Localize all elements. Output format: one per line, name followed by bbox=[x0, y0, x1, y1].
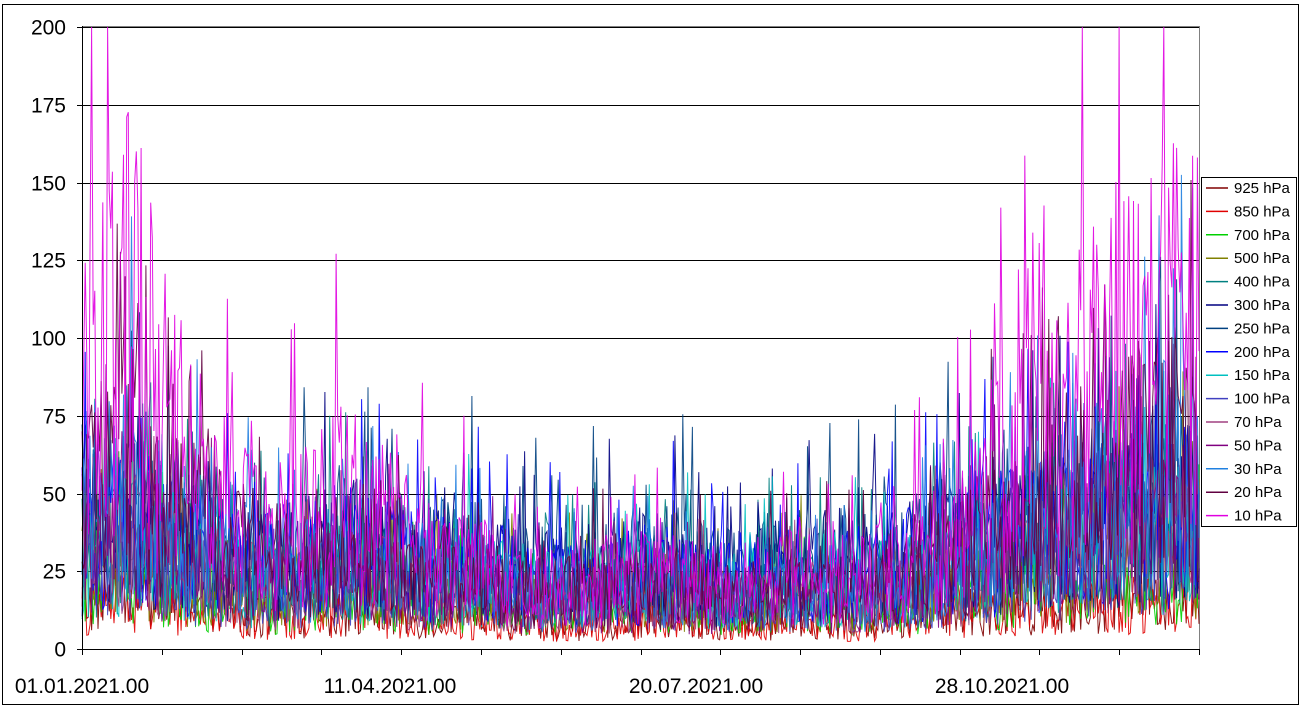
legend-label: 925 hPa bbox=[1234, 180, 1291, 197]
legend-label: 850 hPa bbox=[1234, 203, 1291, 220]
legend-label: 200 hPa bbox=[1234, 344, 1291, 361]
series-lines bbox=[81, 26, 1200, 643]
y-tick-label: 175 bbox=[31, 95, 66, 118]
legend-label: 20 hPa bbox=[1234, 484, 1282, 501]
legend-label: 10 hPa bbox=[1234, 508, 1282, 525]
legend-label: 700 hPa bbox=[1234, 227, 1291, 244]
y-tick-label: 0 bbox=[54, 639, 66, 662]
series-line-850-hpa bbox=[81, 525, 1200, 643]
y-tick-labels: 0 25 50 75 100 125 150 175 200 bbox=[31, 17, 66, 662]
legend: 925 hPa 850 hPa 700 hPa 500 hPa 400 hPa 300 h… bbox=[1201, 177, 1297, 527]
legend-label: 250 hPa bbox=[1234, 320, 1291, 337]
legend-label: 150 hPa bbox=[1234, 367, 1291, 384]
x-tick-label: 11.04.2021.00 bbox=[324, 675, 457, 698]
legend-label: 400 hPa bbox=[1234, 274, 1291, 291]
legend-label: 100 hPa bbox=[1234, 391, 1291, 408]
series-line-10-hpa bbox=[81, 26, 1200, 629]
y-tick-label: 25 bbox=[43, 561, 66, 584]
x-tick-label: 01.01.2021.00 bbox=[15, 675, 149, 698]
y-tick-label: 100 bbox=[31, 328, 66, 351]
y-tick-label: 150 bbox=[31, 173, 66, 196]
x-tick-label: 28.10.2021.00 bbox=[935, 675, 1069, 698]
legend-label: 30 hPa bbox=[1234, 461, 1282, 478]
legend-label: 300 hPa bbox=[1234, 297, 1291, 314]
legend-label: 70 hPa bbox=[1234, 414, 1282, 431]
legend-label: 50 hPa bbox=[1234, 437, 1282, 454]
y-tick-label: 200 bbox=[31, 17, 66, 40]
x-tick-label: 20.07.2021.00 bbox=[629, 675, 763, 698]
y-tick-label: 75 bbox=[43, 406, 66, 429]
y-tick-label: 125 bbox=[31, 250, 66, 273]
x-tick-labels: 01.01.2021.00 11.04.2021.00 20.07.2021.00 2… bbox=[15, 649, 1200, 698]
series-line-20-hpa bbox=[81, 179, 1200, 632]
y-tick-label: 50 bbox=[43, 484, 66, 507]
legend-label: 500 hPa bbox=[1234, 250, 1291, 267]
